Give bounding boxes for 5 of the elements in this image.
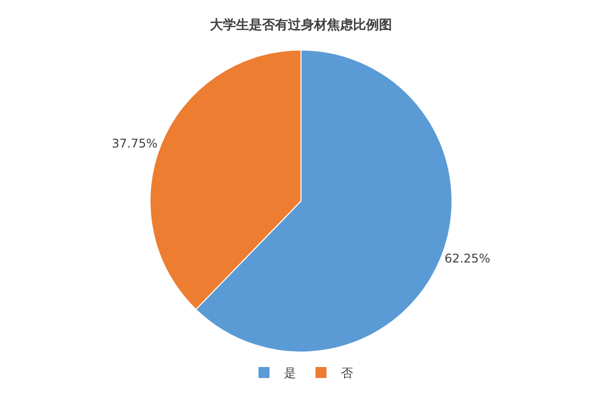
- data-label: 37.75%: [112, 136, 158, 150]
- chart-title: 大学生是否有过身材焦虑比例图: [210, 18, 392, 34]
- legend-label: 是: [284, 366, 296, 380]
- legend-label: 否: [341, 366, 353, 380]
- data-label: 62.25%: [444, 252, 490, 266]
